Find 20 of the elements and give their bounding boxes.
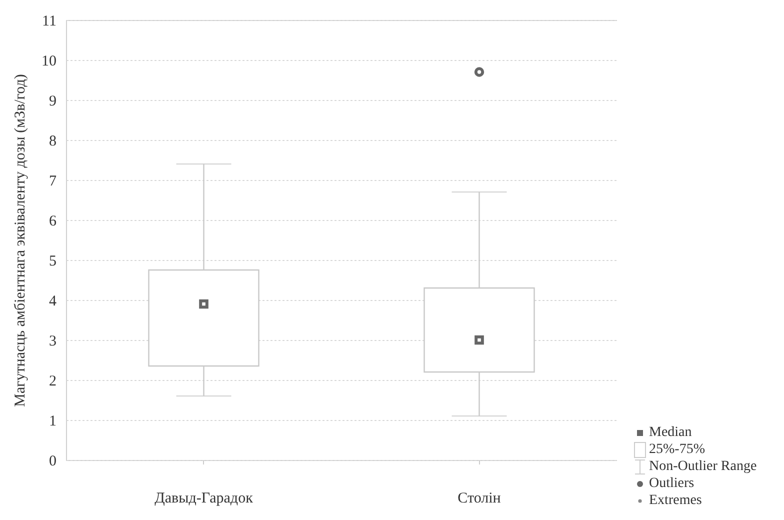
y-tick-label: 10 [42,54,56,70]
text: 25%-75% [649,441,705,458]
y-tick-label: 1 [49,414,56,430]
text: Non-Outlier Range [649,458,757,475]
y-tick-label: 9 [49,94,56,110]
y-tick-label: 3 [49,334,56,350]
y-tick-label: 8 [49,134,56,150]
x-tick-label: Столін [458,490,501,506]
text: Outliers [649,475,694,492]
y-tick-label: 11 [42,14,56,30]
y-tick-label: 5 [49,254,56,270]
y-tick-label: 7 [49,174,57,190]
text: Extremes [649,492,702,509]
text: Median [649,424,692,441]
y-axis-title: Магутнасць амбіентнага эквіваленту дозы (мЗв/год) [12,74,28,407]
y-tick-label: 0 [49,454,56,470]
x-tick-label: Давыд-Гарадок [154,490,254,506]
y-tick-label: 4 [49,294,57,310]
y-tick-label: 2 [49,374,56,390]
y-tick-label: 6 [49,214,57,230]
